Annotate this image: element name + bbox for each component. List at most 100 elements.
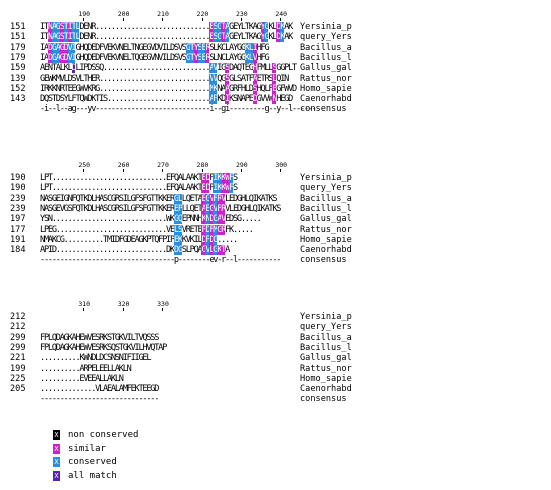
residue: D (221, 94, 227, 105)
residue: F (248, 73, 254, 84)
residue: v (91, 104, 97, 115)
residue: E (83, 32, 89, 43)
residue: C (103, 353, 109, 364)
residue: L (146, 353, 152, 364)
residue: T (103, 234, 109, 245)
residue: - (229, 104, 235, 115)
residue: T (43, 32, 50, 43)
residue: E (229, 193, 235, 204)
residue: - (205, 255, 211, 266)
residue: . (55, 384, 61, 395)
residue: . (130, 83, 136, 94)
residue: A (47, 234, 54, 245)
residue: . (197, 22, 203, 32)
residue: A (201, 203, 207, 214)
residue: - (40, 255, 46, 266)
residue: . (59, 384, 65, 395)
residue: Q (83, 52, 89, 63)
residue: V (87, 332, 93, 343)
residue: - (213, 104, 219, 115)
residue: R (91, 32, 97, 43)
residue: G (264, 22, 270, 32)
residue: - (311, 104, 317, 115)
residue: . (118, 83, 124, 94)
residue: W (284, 83, 290, 94)
residue: E (99, 363, 105, 374)
residue: E (55, 193, 61, 204)
residue: - (193, 104, 199, 115)
residue: . (130, 32, 136, 43)
residue: H (240, 193, 246, 204)
residue: . (177, 94, 183, 105)
residue: L (130, 332, 136, 343)
residue: V (252, 52, 258, 63)
residue: . (189, 73, 195, 84)
residue: . (166, 63, 172, 74)
residue: . (197, 73, 203, 84)
residue: I (99, 94, 105, 105)
residue: F (40, 332, 46, 343)
residue: - (51, 104, 57, 115)
residue: . (248, 224, 254, 235)
residue: K (83, 193, 89, 204)
residue: G (256, 32, 262, 43)
residue: S (181, 42, 187, 53)
residue: H (197, 214, 203, 225)
residue: . (91, 214, 97, 225)
residue: W (83, 94, 89, 105)
residue: . (87, 245, 93, 256)
residue: W (79, 83, 85, 94)
residue: - (118, 255, 124, 266)
residue: T (118, 342, 124, 353)
residue: - (122, 394, 128, 405)
residue: . (197, 94, 203, 105)
residue: - (181, 104, 187, 115)
residue: D (95, 42, 101, 53)
residue: G (51, 52, 57, 63)
legend-label: conserved (68, 457, 117, 467)
sequence-row: NASGEVGSFQTKDLHASCGRSILGFSFGTTKKEREPLLQE… (40, 203, 281, 214)
residue: . (248, 214, 254, 225)
row-position: 221 (10, 353, 26, 364)
residue: . (205, 73, 211, 84)
residue: I (213, 183, 219, 194)
residue: I (122, 193, 128, 204)
residue: . (201, 22, 207, 32)
residue: . (162, 63, 168, 74)
residue: - (138, 104, 144, 115)
residue: . (150, 224, 156, 235)
residue: A (284, 22, 290, 32)
residue: V (150, 42, 156, 53)
residue: - (47, 104, 54, 115)
residue: S (138, 193, 144, 204)
residue: A (40, 63, 46, 74)
residue: D (236, 203, 243, 214)
residue: F (169, 183, 176, 194)
residue: V (213, 73, 219, 84)
residue: . (166, 32, 172, 43)
residue: D (209, 214, 215, 225)
ruler-label: 240 (275, 10, 288, 18)
residue: I (252, 193, 258, 204)
residue: G (217, 22, 223, 32)
residue: - (130, 255, 136, 266)
ruler-tick (280, 18, 282, 21)
residue: P (284, 63, 290, 74)
residue: . (55, 214, 61, 225)
residue: S (103, 193, 109, 204)
residue: K (110, 42, 117, 53)
residue: N (87, 22, 93, 32)
residue: - (158, 255, 164, 266)
residue: V (59, 73, 65, 84)
residue: A (284, 32, 290, 43)
residue: E (189, 193, 195, 204)
residue: L (91, 193, 97, 204)
residue: . (138, 224, 144, 235)
residue: . (95, 234, 101, 245)
residue: S (95, 63, 101, 74)
residue: G (236, 52, 243, 63)
residue: I (217, 63, 223, 74)
residue: . (146, 83, 152, 94)
ruler-tick (201, 169, 203, 172)
residue: - (99, 104, 105, 115)
